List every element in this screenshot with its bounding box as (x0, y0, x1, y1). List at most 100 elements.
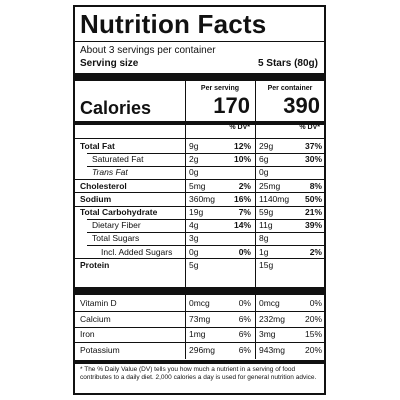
vitamin-row: Vitamin D 0mcg 0% 0mcg 0% (75, 297, 324, 309)
dv-per-serving: 2% (238, 180, 251, 191)
nutrient-row: Total Carbohydrate 19g 7% 59g 21% (75, 206, 324, 218)
dv-per-serving: 14% (233, 220, 251, 231)
amount-per-container: 1140mg (259, 193, 290, 204)
dv-per-serving: 16% (233, 193, 251, 204)
amount-per-serving: 19g (189, 207, 204, 217)
nutrient-name: Total Sugars (92, 233, 140, 244)
nutrient-row: Saturated Fat 2g 10% 6g 30% (75, 153, 324, 165)
amount-per-container: 15g (259, 259, 274, 270)
row-divider (75, 179, 324, 181)
nutrient-name: Saturated Fat (92, 154, 144, 165)
dv-per-container: 20% (304, 313, 322, 324)
row-divider (87, 165, 324, 167)
vitamin-row: Iron 1mg 6% 3mg 15% (75, 328, 324, 340)
row-divider (87, 231, 324, 233)
amount-per-serving: 1mg (189, 329, 206, 339)
nutrient-row: Dietary Fiber 4g 14% 11g 39% (75, 219, 324, 231)
dv-per-container: 8% (309, 180, 322, 191)
dv-per-serving: 6% (238, 313, 251, 324)
dv-per-serving: 6% (238, 329, 251, 339)
amount-per-serving: 0g (189, 246, 199, 257)
amount-per-container: 232mg (259, 313, 285, 324)
vitamin-name: Calcium (80, 313, 111, 324)
dv-per-container: 2% (309, 246, 322, 257)
amount-per-container: 943mg (259, 344, 285, 355)
vitamin-name: Iron (80, 329, 95, 339)
per-serving-header: Per serving (200, 85, 240, 92)
nutrition-facts-label: Nutrition Facts About 3 servings per con… (73, 5, 326, 395)
row-divider (87, 218, 324, 220)
row-divider (75, 342, 324, 343)
amount-per-serving: 5g (189, 259, 199, 270)
row-divider (75, 258, 324, 260)
nutrient-name: Cholesterol (80, 180, 127, 191)
calories-per-container: 390 (283, 93, 320, 118)
dv-per-serving: 12% (233, 141, 251, 151)
per-container-header: Per container (267, 85, 313, 92)
row-divider (87, 152, 324, 154)
amount-per-serving: 9g (189, 141, 199, 151)
vitamin-row: Calcium 73mg 6% 232mg 20% (75, 313, 324, 325)
amount-per-serving: 0mcg (189, 298, 210, 308)
nutrient-name: Total Carbohydrate (80, 207, 158, 217)
dv-header-container: % DV* (299, 124, 320, 131)
nutrient-row: Cholesterol 5mg 2% 25mg 8% (75, 180, 324, 192)
dv-header-serving: % DV* (229, 124, 250, 131)
nutrient-row: Incl. Added Sugars 0g 0% 1g 2% (75, 246, 324, 258)
footnote: * The % Daily Value (DV) tells you how m… (80, 366, 317, 381)
nutrient-name: Total Fat (80, 141, 115, 151)
row-divider (87, 245, 324, 247)
thick-divider (75, 360, 324, 364)
label-title: Nutrition Facts (80, 9, 267, 39)
amount-per-container: 25mg (259, 180, 281, 191)
dv-per-container: 37% (304, 141, 322, 151)
amount-per-container: 3mg (259, 329, 276, 339)
amount-per-serving: 3g (189, 233, 199, 244)
amount-per-container: 8g (259, 233, 269, 244)
amount-per-serving: 0g (189, 167, 199, 178)
vitamin-row: Potassium 296mg 6% 943mg 20% (75, 344, 324, 356)
dv-per-serving: 0% (238, 246, 251, 257)
column-divider (185, 81, 186, 359)
amount-per-container: 29g (259, 141, 274, 151)
dv-per-serving: 10% (233, 154, 251, 165)
amount-per-serving: 73mg (189, 313, 211, 324)
nutrient-name: Incl. Added Sugars (101, 246, 173, 257)
dv-per-serving: 7% (238, 207, 251, 217)
nutrient-name: Dietary Fiber (92, 220, 141, 231)
amount-per-serving: 360mg (189, 193, 215, 204)
thick-divider (75, 287, 324, 295)
nutrient-row: Trans Fat 0g 0g (75, 166, 324, 178)
calories-per-serving: 170 (213, 93, 250, 118)
dv-per-container: 15% (304, 329, 322, 339)
dv-per-container: 30% (304, 154, 322, 165)
dv-per-container: 50% (304, 193, 322, 204)
nutrient-row: Sodium 360mg 16% 1140mg 50% (75, 193, 324, 205)
dv-per-container: 21% (304, 207, 322, 217)
servings-per-container: About 3 servings per container (80, 45, 216, 56)
vitamin-name: Vitamin D (80, 298, 117, 308)
column-divider (255, 81, 256, 359)
divider (75, 41, 324, 42)
nutrient-name: Protein (80, 259, 110, 270)
nutrient-name: Trans Fat (92, 167, 128, 178)
nutrient-row: Total Sugars 3g 8g (75, 232, 324, 244)
amount-per-serving: 296mg (189, 344, 215, 355)
row-divider (75, 326, 324, 328)
calories-label: Calories (80, 98, 152, 118)
amount-per-container: 11g (259, 220, 273, 231)
row-divider (75, 192, 324, 194)
amount-per-serving: 2g (189, 154, 199, 165)
dv-per-serving: 0% (238, 298, 251, 308)
thick-divider (75, 121, 324, 125)
amount-per-serving: 4g (189, 220, 199, 231)
amount-per-container: 59g (259, 207, 274, 217)
thick-divider (75, 73, 324, 81)
nutrient-row: Protein 5g 15g (75, 259, 324, 271)
nutrient-name: Sodium (80, 193, 112, 204)
amount-per-container: 0g (259, 167, 269, 178)
row-divider (75, 205, 324, 207)
amount-per-container: 6g (259, 154, 269, 165)
amount-per-container: 0mcg (259, 298, 280, 308)
nutrient-row: Total Fat 9g 12% 29g 37% (75, 140, 324, 152)
